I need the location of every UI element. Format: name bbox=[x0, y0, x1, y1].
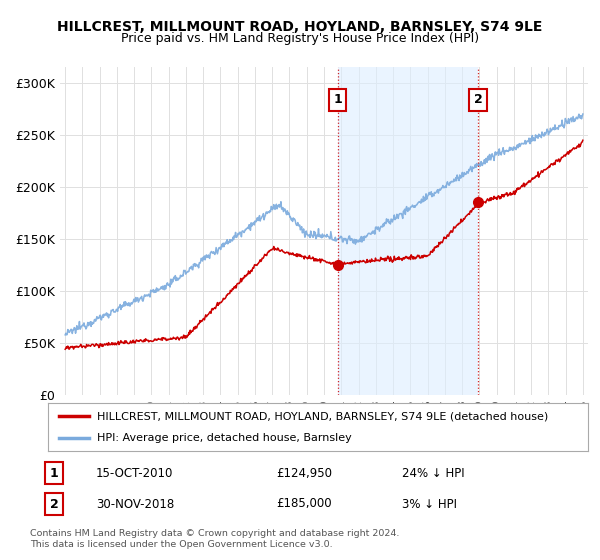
Text: 2: 2 bbox=[50, 497, 58, 511]
Text: 24% ↓ HPI: 24% ↓ HPI bbox=[402, 466, 464, 480]
Text: HILLCREST, MILLMOUNT ROAD, HOYLAND, BARNSLEY, S74 9LE: HILLCREST, MILLMOUNT ROAD, HOYLAND, BARN… bbox=[58, 20, 542, 34]
Text: HILLCREST, MILLMOUNT ROAD, HOYLAND, BARNSLEY, S74 9LE (detached house): HILLCREST, MILLMOUNT ROAD, HOYLAND, BARN… bbox=[97, 411, 548, 421]
Text: Contains HM Land Registry data © Crown copyright and database right 2024.
This d: Contains HM Land Registry data © Crown c… bbox=[30, 529, 400, 549]
Text: £124,950: £124,950 bbox=[276, 466, 332, 480]
Text: Price paid vs. HM Land Registry's House Price Index (HPI): Price paid vs. HM Land Registry's House … bbox=[121, 32, 479, 45]
Text: 15-OCT-2010: 15-OCT-2010 bbox=[96, 466, 173, 480]
Text: 30-NOV-2018: 30-NOV-2018 bbox=[96, 497, 174, 511]
Bar bbox=[338, 67, 478, 395]
Text: £185,000: £185,000 bbox=[276, 497, 332, 511]
Text: 3% ↓ HPI: 3% ↓ HPI bbox=[402, 497, 457, 511]
Text: 1: 1 bbox=[333, 94, 342, 106]
Text: HPI: Average price, detached house, Barnsley: HPI: Average price, detached house, Barn… bbox=[97, 433, 352, 443]
Text: 2: 2 bbox=[473, 94, 482, 106]
Text: 1: 1 bbox=[50, 466, 58, 480]
